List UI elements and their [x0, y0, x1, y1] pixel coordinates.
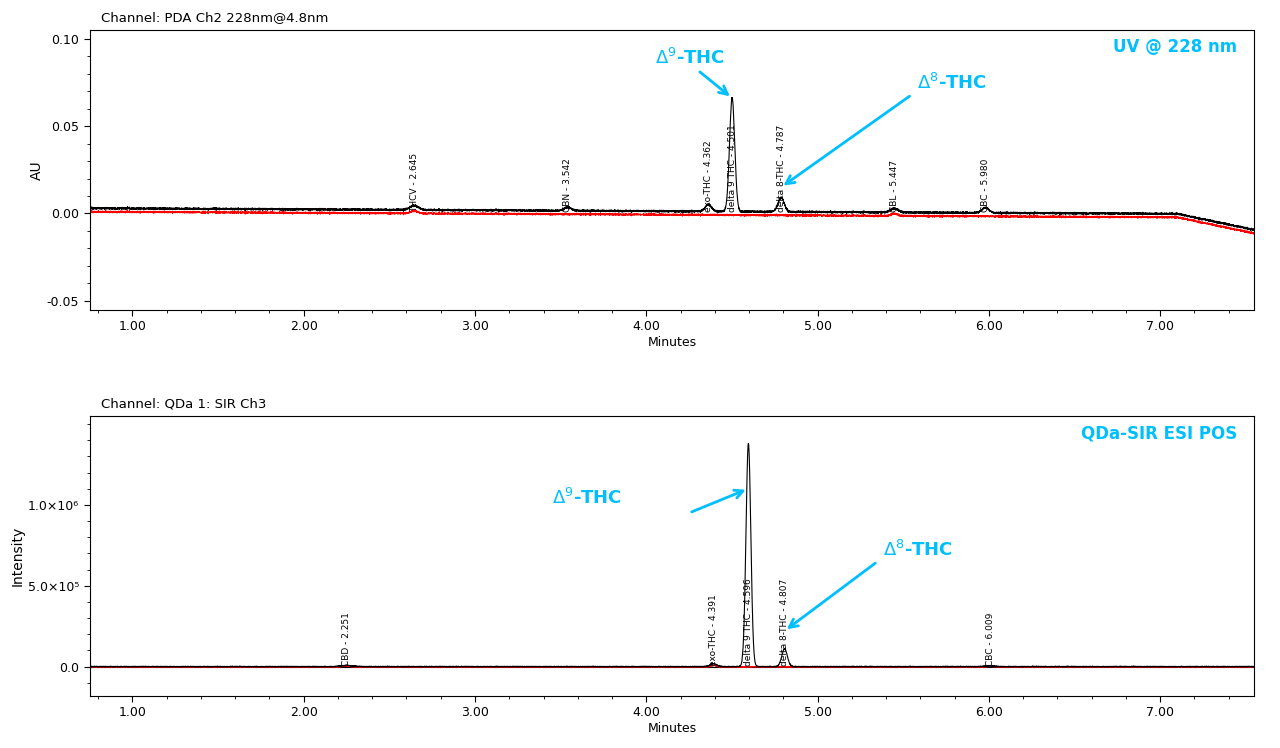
Text: CBL - 5.447: CBL - 5.447 — [890, 160, 899, 212]
Text: $\Delta^8$-THC: $\Delta^8$-THC — [916, 73, 987, 93]
Text: Channel: PDA Ch2 228nm@4.8nm: Channel: PDA Ch2 228nm@4.8nm — [101, 11, 329, 25]
Text: CBC - 5.980: CBC - 5.980 — [980, 159, 989, 212]
Y-axis label: Intensity: Intensity — [12, 526, 26, 586]
Text: CBN - 3.542: CBN - 3.542 — [563, 158, 572, 212]
Text: delta 8-THC - 4.807: delta 8-THC - 4.807 — [780, 579, 788, 666]
Text: delta 9 THC - 4.596: delta 9 THC - 4.596 — [744, 578, 753, 666]
Text: QDa-SIR ESI POS: QDa-SIR ESI POS — [1080, 424, 1236, 442]
Text: $\Delta^9$-THC: $\Delta^9$-THC — [655, 49, 724, 68]
X-axis label: Minutes: Minutes — [648, 722, 696, 735]
Text: exo-THC - 4.391: exo-THC - 4.391 — [709, 595, 718, 666]
Text: $\Delta^8$-THC: $\Delta^8$-THC — [883, 540, 952, 560]
Text: $\Delta^9$-THC: $\Delta^9$-THC — [552, 488, 622, 508]
Text: delta 8-THC - 4.787: delta 8-THC - 4.787 — [777, 124, 786, 212]
Text: delta 9 THC - 4.501: delta 9 THC - 4.501 — [727, 124, 736, 212]
Text: exo-THC - 4.362: exo-THC - 4.362 — [704, 140, 713, 212]
Text: CBD - 2.251: CBD - 2.251 — [342, 613, 351, 666]
X-axis label: Minutes: Minutes — [648, 336, 696, 349]
Text: UV @ 228 nm: UV @ 228 nm — [1112, 38, 1236, 56]
Text: Channel: QDa 1: SIR Ch3: Channel: QDa 1: SIR Ch3 — [101, 397, 266, 411]
Text: CBC - 6.009: CBC - 6.009 — [986, 613, 995, 666]
Text: THCV - 2.645: THCV - 2.645 — [410, 153, 419, 212]
Y-axis label: AU: AU — [29, 160, 44, 180]
